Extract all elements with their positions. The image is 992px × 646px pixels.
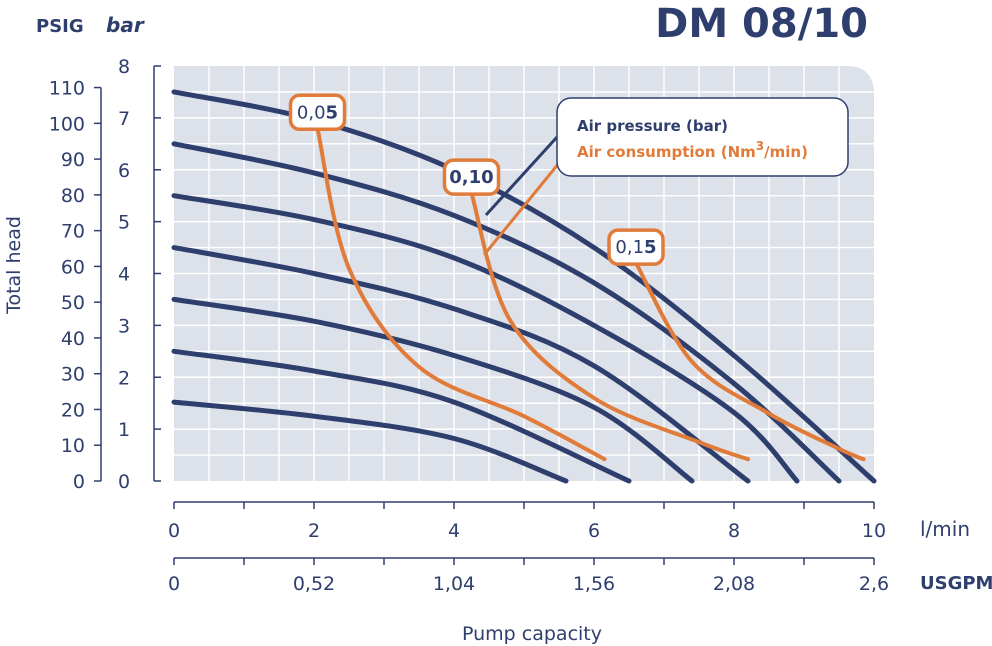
- bar-tick-label: 8: [118, 56, 130, 78]
- psig-tick-label: 40: [61, 328, 85, 350]
- usgpm-tick-label: 2,6: [859, 573, 889, 595]
- air-pressure-line: [171, 193, 800, 484]
- air-consumption-line: [469, 191, 750, 462]
- bar-tick-label: 2: [118, 367, 130, 389]
- air-consumption-flag-label: 0,15: [615, 237, 656, 258]
- lmin-tick-label: 8: [728, 520, 740, 542]
- lmin-tick-label: 10: [862, 520, 886, 542]
- legend-air-consumption: Air consumption (Nm3/min): [577, 139, 808, 161]
- air-pressure-line: [171, 348, 632, 484]
- usgpm-tick-label: 1,56: [573, 573, 615, 595]
- air-consumption-line: [315, 126, 607, 462]
- usgpm-tick-label: 2,08: [713, 573, 755, 595]
- usgpm-tick-label: 1,04: [433, 573, 475, 595]
- legend: Air pressure (bar) Air consumption (Nm3/…: [482, 97, 849, 256]
- lmin-tick-label: 6: [588, 520, 600, 542]
- psig-tick-label: 50: [61, 292, 85, 314]
- bar-tick-label: 3: [118, 315, 130, 337]
- flag-label-part: 0,0: [297, 102, 326, 123]
- flag-label-bold: 5: [644, 237, 657, 258]
- x-axis-title: Pump capacity: [462, 623, 602, 645]
- flag-label-part: 0,1: [615, 237, 644, 258]
- chart-title: DM 08/10: [655, 1, 868, 47]
- psig-tick-label: 90: [61, 149, 85, 171]
- air-consumption-flag-box: [288, 93, 347, 131]
- legend-pointer-consumption: [482, 151, 570, 256]
- air-pressure-line: [171, 296, 695, 484]
- air-consumption-flag-box: [607, 228, 665, 266]
- usgpm-tick-label: 0,52: [293, 573, 335, 595]
- legend-air-pressure: Air pressure (bar): [577, 117, 728, 135]
- air-pressure-curves: [171, 89, 877, 484]
- air-consumption-line: [634, 261, 866, 462]
- x-axis-unit-usgpm: USGPM: [920, 573, 992, 594]
- air-pressure-line: [171, 399, 569, 484]
- bar-tick-label: 1: [118, 419, 130, 441]
- bar-unit-label: bar: [106, 13, 145, 37]
- bar-tick-label: 6: [118, 160, 130, 182]
- psig-tick-label: 70: [61, 221, 85, 243]
- lmin-tick-label: 4: [448, 520, 460, 542]
- legend-box: [556, 97, 849, 177]
- air-consumption-flag-label: 0,05: [297, 102, 338, 123]
- air-consumption-flag-label: 0,10: [449, 167, 493, 188]
- air-pressure-line: [171, 245, 751, 484]
- air-pressure-line: [171, 141, 842, 484]
- flag-label-bold: 0,10: [449, 167, 493, 188]
- y-axis-title: Total head: [3, 216, 25, 315]
- psig-tick-label: 30: [61, 364, 85, 386]
- psig-tick-label: 60: [61, 256, 85, 278]
- x-axis-unit-lmin: l/min: [920, 517, 970, 541]
- psig-tick-label: 10: [61, 435, 85, 457]
- psig-tick-label: 110: [49, 78, 85, 100]
- air-consumption-flag-box: [442, 158, 501, 196]
- bar-tick-label: 0: [118, 471, 130, 493]
- air-consumption-labels: 0,050,100,15: [288, 93, 665, 266]
- psig-tick-label: 0: [73, 471, 85, 493]
- bar-tick-label: 4: [118, 264, 130, 286]
- psig-tick-label: 20: [61, 399, 85, 421]
- air-consumption-curves: [315, 126, 866, 462]
- lmin-tick-label: 0: [168, 520, 180, 542]
- bar-tick-label: 7: [118, 108, 130, 130]
- lmin-tick-label: 2: [308, 520, 320, 542]
- legend-pointer-pressure: [484, 123, 570, 217]
- psig-tick-label: 100: [49, 113, 85, 135]
- bar-tick-label: 5: [118, 212, 130, 234]
- psig-tick-label: 80: [61, 185, 85, 207]
- psig-unit-label: PSIG: [36, 16, 84, 37]
- flag-label-bold: 5: [326, 102, 339, 123]
- usgpm-tick-label: 0: [168, 573, 180, 595]
